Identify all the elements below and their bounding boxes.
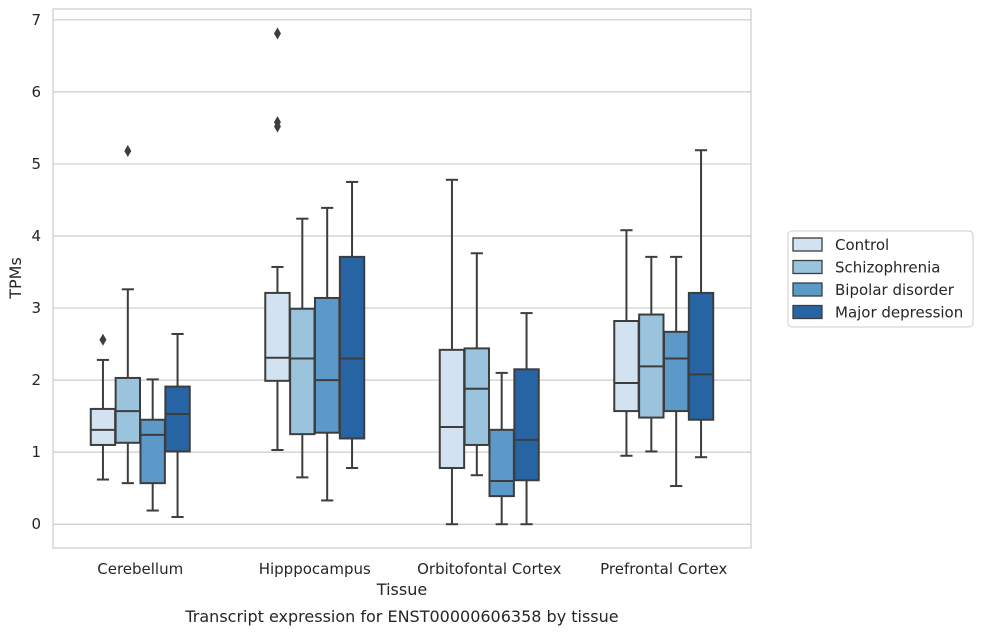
box-3-3 xyxy=(687,149,715,459)
x-tick-label-0: Cerebellum xyxy=(97,560,183,578)
y-tick-label-0: 0 xyxy=(31,515,41,533)
box-2-3 xyxy=(513,312,540,526)
y-tick-labels: 0 1 2 3 4 5 6 7 xyxy=(31,11,41,533)
plot-frame xyxy=(52,8,752,549)
legend: Control Schizophrenia Bipolar disorder Majo… xyxy=(787,230,974,328)
box-0-0 xyxy=(89,333,117,481)
box-iqr xyxy=(164,385,191,453)
legend-label: Control xyxy=(835,236,889,254)
legend-item-2: Bipolar disorder xyxy=(792,281,955,299)
legend-frame xyxy=(787,230,974,328)
x-tick-labels: Cerebellum Hipppocampus Orbitofontal Corte… xyxy=(97,560,727,578)
box-3-1 xyxy=(638,255,665,453)
box-1-0 xyxy=(264,27,291,451)
y-axis-title: TPMs xyxy=(6,257,25,300)
y-tick-label-7: 7 xyxy=(31,11,41,29)
y-tick-label-4: 4 xyxy=(31,227,41,245)
box-plots xyxy=(89,27,715,526)
box-2-0 xyxy=(438,178,466,526)
box-iqr xyxy=(662,330,690,413)
box-iqr xyxy=(687,291,715,421)
box-iqr xyxy=(463,347,491,446)
y-tick-label-5: 5 xyxy=(31,155,41,173)
y-tick-label-1: 1 xyxy=(31,443,41,461)
box-iqr xyxy=(513,368,540,482)
legend-label: Schizophrenia xyxy=(835,259,940,277)
legend-item-1: Schizophrenia xyxy=(792,259,940,277)
outlier-point-0 xyxy=(99,333,107,346)
box-0-2 xyxy=(139,378,166,512)
outlier-point-0 xyxy=(124,144,132,157)
legend-item-3: Major depression xyxy=(792,304,963,322)
box-3-0 xyxy=(613,229,640,457)
box-iqr xyxy=(488,428,515,498)
legend-swatch xyxy=(792,282,823,297)
legend-item-0: Control xyxy=(792,236,889,254)
box-3-2 xyxy=(662,255,690,488)
box-iqr xyxy=(613,320,640,413)
x-tick-label-1: Hipppocampus xyxy=(259,560,371,578)
outlier-point-2 xyxy=(273,27,281,40)
box-iqr xyxy=(313,296,341,434)
y-tick-label-3: 3 xyxy=(31,299,41,317)
box-iqr xyxy=(139,418,166,485)
box-iqr xyxy=(89,407,117,446)
chart-caption: Transcript expression for ENST0000060635… xyxy=(184,607,618,626)
box-2-2 xyxy=(488,371,515,526)
x-tick-label-2: Orbitofontal Cortex xyxy=(417,560,561,578)
box-2-1 xyxy=(463,252,491,477)
box-0-1 xyxy=(114,144,142,485)
box-iqr xyxy=(289,307,316,436)
x-tick-label-3: Prefrontal Cortex xyxy=(600,560,727,578)
box-iqr xyxy=(264,291,291,382)
box-1-3 xyxy=(338,180,366,470)
legend-label: Major depression xyxy=(835,304,963,322)
y-tick-label-2: 2 xyxy=(31,371,41,389)
legend-swatch xyxy=(792,237,823,252)
box-iqr xyxy=(338,255,366,440)
outlier-point-1 xyxy=(273,116,281,129)
box-1-1 xyxy=(289,217,316,479)
legend-swatch xyxy=(792,259,823,275)
box-0-3 xyxy=(164,332,191,519)
legend-swatch xyxy=(792,304,823,320)
y-tick-label-6: 6 xyxy=(31,83,41,101)
legend-label: Bipolar disorder xyxy=(835,281,955,299)
x-axis-title: Tissue xyxy=(376,580,427,599)
box-iqr xyxy=(438,348,466,470)
